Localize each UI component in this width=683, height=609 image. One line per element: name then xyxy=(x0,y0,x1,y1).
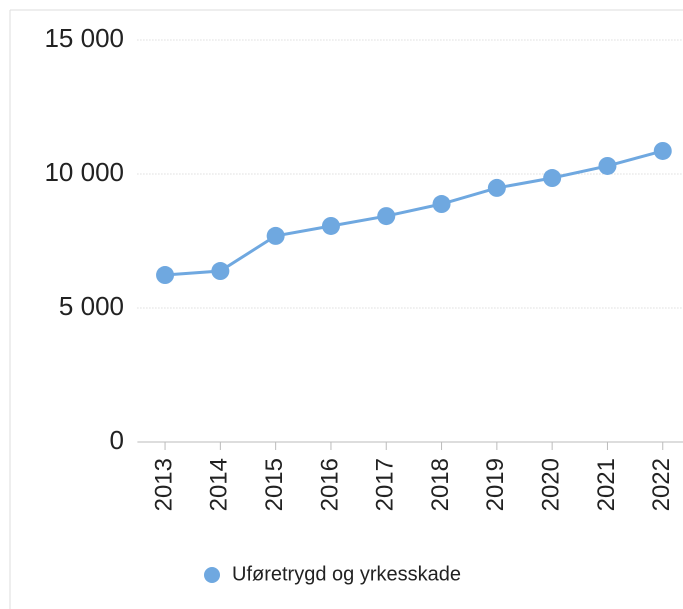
point xyxy=(377,207,396,226)
x-tick-label: 2020 xyxy=(537,458,564,511)
x-tick-label: 2013 xyxy=(150,458,177,511)
y-tick-label: 5 000 xyxy=(59,291,124,321)
point xyxy=(266,226,285,245)
series-line xyxy=(164,149,664,277)
x-tick-label: 2019 xyxy=(482,458,509,511)
x-tick-label: 2022 xyxy=(648,458,675,511)
legend-label: Uføretrygd og yrkesskade xyxy=(232,563,461,585)
point xyxy=(543,169,562,188)
y-tick-label: 15 000 xyxy=(44,23,124,53)
point xyxy=(653,141,672,160)
x-tick-label: 2021 xyxy=(593,458,620,511)
y-tick-label: 10 000 xyxy=(44,157,124,187)
legend-marker xyxy=(204,567,220,583)
point xyxy=(211,262,230,281)
point xyxy=(598,156,617,175)
x-tick-label: 2015 xyxy=(261,458,288,511)
x-tick-label: 2017 xyxy=(372,458,399,511)
point xyxy=(321,216,340,235)
point xyxy=(156,266,175,285)
y-tick-label: 0 xyxy=(110,425,124,455)
x-tick-label: 2016 xyxy=(316,458,343,511)
point xyxy=(487,178,506,197)
x-tick-label: 2014 xyxy=(206,458,233,511)
point xyxy=(432,195,451,214)
x-tick-label: 2018 xyxy=(427,458,454,511)
